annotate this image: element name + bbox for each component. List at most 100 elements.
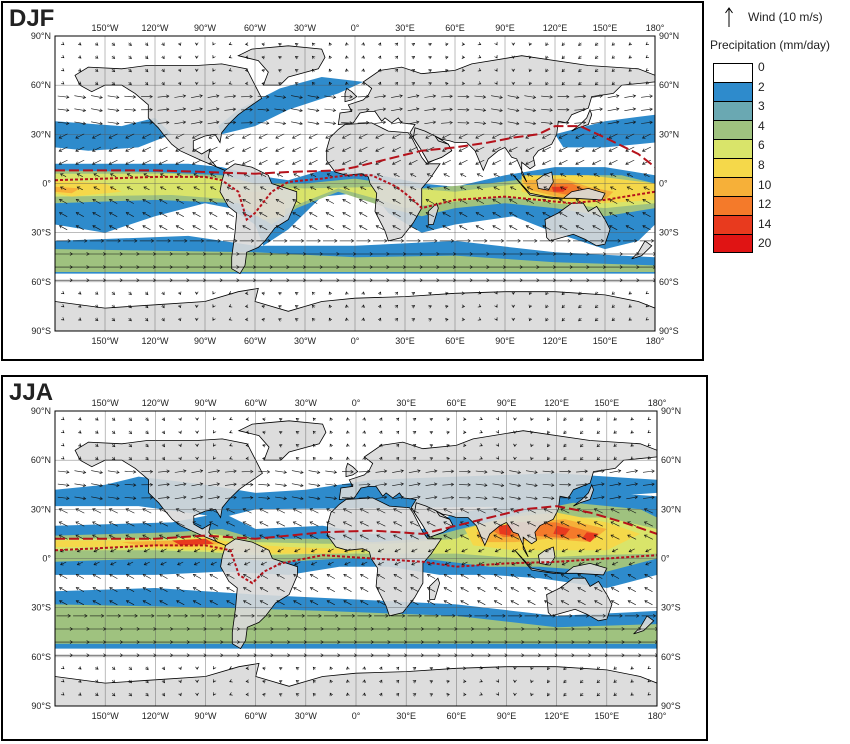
colorbar-swatch	[713, 139, 753, 158]
lat-tick-label-right: 30°N	[659, 129, 679, 139]
colorbar-level-label: 3	[758, 97, 771, 117]
lon-tick-label-top: 120°W	[141, 23, 169, 33]
colorbar-swatch	[713, 196, 753, 215]
lat-tick-label-right: 30°S	[659, 228, 679, 238]
djf-panel-label: DJF	[9, 5, 54, 33]
lon-tick-label-top: 60°W	[245, 398, 268, 408]
lon-tick-label-bottom: 30°E	[395, 336, 415, 346]
colorbar-swatch	[713, 63, 753, 82]
lon-tick-label-top: 120°W	[142, 398, 170, 408]
lon-tick-label-top: 30°W	[294, 23, 317, 33]
lat-tick-label-right: 60°N	[659, 80, 679, 90]
lon-tick-label-top: 120°E	[543, 23, 568, 33]
lon-tick-label-top: 60°W	[244, 23, 267, 33]
colorbar-swatch	[713, 177, 753, 196]
lon-tick-label-bottom: 60°E	[445, 336, 465, 346]
lat-tick-label-left: 0°	[42, 179, 51, 189]
lat-tick-label-right: 90°N	[661, 406, 681, 416]
lon-tick-label-bottom: 60°W	[244, 336, 267, 346]
lon-tick-label-top: 30°W	[295, 398, 318, 408]
lat-tick-label-right: 90°N	[659, 31, 679, 41]
lat-tick-label-right: 90°S	[661, 701, 681, 711]
lon-tick-label-bottom: 180°	[648, 711, 667, 721]
lon-tick-label-bottom: 60°W	[245, 711, 268, 721]
lat-tick-label-left: 60°S	[31, 277, 51, 287]
lon-tick-label-bottom: 90°W	[194, 711, 217, 721]
colorbar-swatch	[713, 82, 753, 101]
lon-tick-label-top: 120°E	[544, 398, 569, 408]
lon-tick-label-bottom: 30°W	[294, 336, 317, 346]
colorbar-level-label: 12	[758, 195, 771, 215]
wind-key: Wind (10 m/s)	[724, 6, 823, 28]
lon-tick-label-bottom: 150°W	[92, 711, 120, 721]
lat-tick-label-right: 30°N	[661, 504, 681, 514]
lat-tick-label-right: 0°	[661, 554, 670, 564]
lon-tick-label-bottom: 90°E	[497, 711, 517, 721]
lon-tick-label-bottom: 150°E	[595, 711, 620, 721]
lon-tick-label-top: 60°E	[445, 23, 465, 33]
jja-panel-label: JJA	[9, 379, 53, 407]
wind-key-label: Wind (10 m/s)	[748, 10, 823, 24]
lon-tick-label-bottom: 90°E	[495, 336, 515, 346]
colorbar-level-label: 0	[758, 58, 771, 78]
lon-tick-label-top: 150°E	[593, 23, 618, 33]
lon-tick-label-bottom: 120°E	[543, 336, 568, 346]
lon-tick-label-top: 60°E	[447, 398, 467, 408]
colorbar	[713, 63, 753, 253]
lat-tick-label-left: 30°N	[31, 129, 51, 139]
lon-tick-label-bottom: 90°W	[194, 336, 217, 346]
lat-tick-label-left: 0°	[42, 554, 51, 564]
lon-tick-label-top: 0°	[352, 398, 361, 408]
lon-tick-label-bottom: 0°	[352, 711, 361, 721]
djf-map: 150°W150°W120°W120°W90°W90°W60°W60°W30°W…	[3, 3, 702, 359]
lon-tick-label-bottom: 30°W	[295, 711, 318, 721]
lat-tick-label-right: 90°S	[659, 326, 679, 336]
wind-arrow-icon	[724, 6, 734, 28]
lat-tick-label-left: 60°S	[31, 652, 51, 662]
lon-tick-label-bottom: 60°E	[447, 711, 467, 721]
colorbar-level-label: 10	[758, 176, 771, 196]
lon-tick-label-top: 30°E	[395, 23, 415, 33]
lat-tick-label-left: 90°S	[31, 701, 51, 711]
colorbar-swatch	[713, 234, 753, 253]
lat-tick-label-left: 60°N	[31, 80, 51, 90]
precip-title: Precipitation (mm/day)	[710, 38, 830, 52]
lat-tick-label-right: 60°S	[659, 277, 679, 287]
lon-tick-label-top: 30°E	[396, 398, 416, 408]
lon-tick-label-bottom: 150°W	[91, 336, 119, 346]
lon-tick-label-top: 150°W	[92, 398, 120, 408]
lat-tick-label-right: 30°S	[661, 603, 681, 613]
lon-tick-label-bottom: 180°	[646, 336, 665, 346]
colorbar-level-label: 4	[758, 117, 771, 137]
lon-tick-label-bottom: 0°	[351, 336, 360, 346]
lon-tick-label-bottom: 120°E	[544, 711, 569, 721]
lon-tick-label-bottom: 120°W	[142, 711, 170, 721]
jja-map: 150°W150°W120°W120°W90°W90°W60°W60°W30°W…	[3, 377, 706, 739]
lon-tick-label-top: 150°W	[91, 23, 119, 33]
colorbar-level-label: 6	[758, 136, 771, 156]
colorbar-swatch	[713, 158, 753, 177]
lat-tick-label-left: 90°N	[31, 406, 51, 416]
lon-tick-label-top: 90°E	[497, 398, 517, 408]
lat-tick-label-right: 60°N	[661, 455, 681, 465]
lon-tick-label-top: 150°E	[595, 398, 620, 408]
lon-tick-label-top: 0°	[351, 23, 360, 33]
lon-tick-label-bottom: 120°W	[141, 336, 169, 346]
lat-tick-label-left: 30°N	[31, 504, 51, 514]
colorbar-level-label: 8	[758, 156, 771, 176]
lat-tick-label-right: 0°	[659, 179, 668, 189]
colorbar-level-label: 20	[758, 234, 771, 254]
lon-tick-label-bottom: 30°E	[396, 711, 416, 721]
colorbar-level-label: 14	[758, 215, 771, 235]
colorbar-level-label: 2	[758, 78, 771, 98]
colorbar-swatch	[713, 215, 753, 234]
lat-tick-label-left: 30°S	[31, 228, 51, 238]
lon-tick-label-bottom: 150°E	[593, 336, 618, 346]
lat-tick-label-left: 60°N	[31, 455, 51, 465]
lat-tick-label-left: 90°S	[31, 326, 51, 336]
lon-tick-label-top: 90°E	[495, 23, 515, 33]
colorbar-swatch	[713, 101, 753, 120]
